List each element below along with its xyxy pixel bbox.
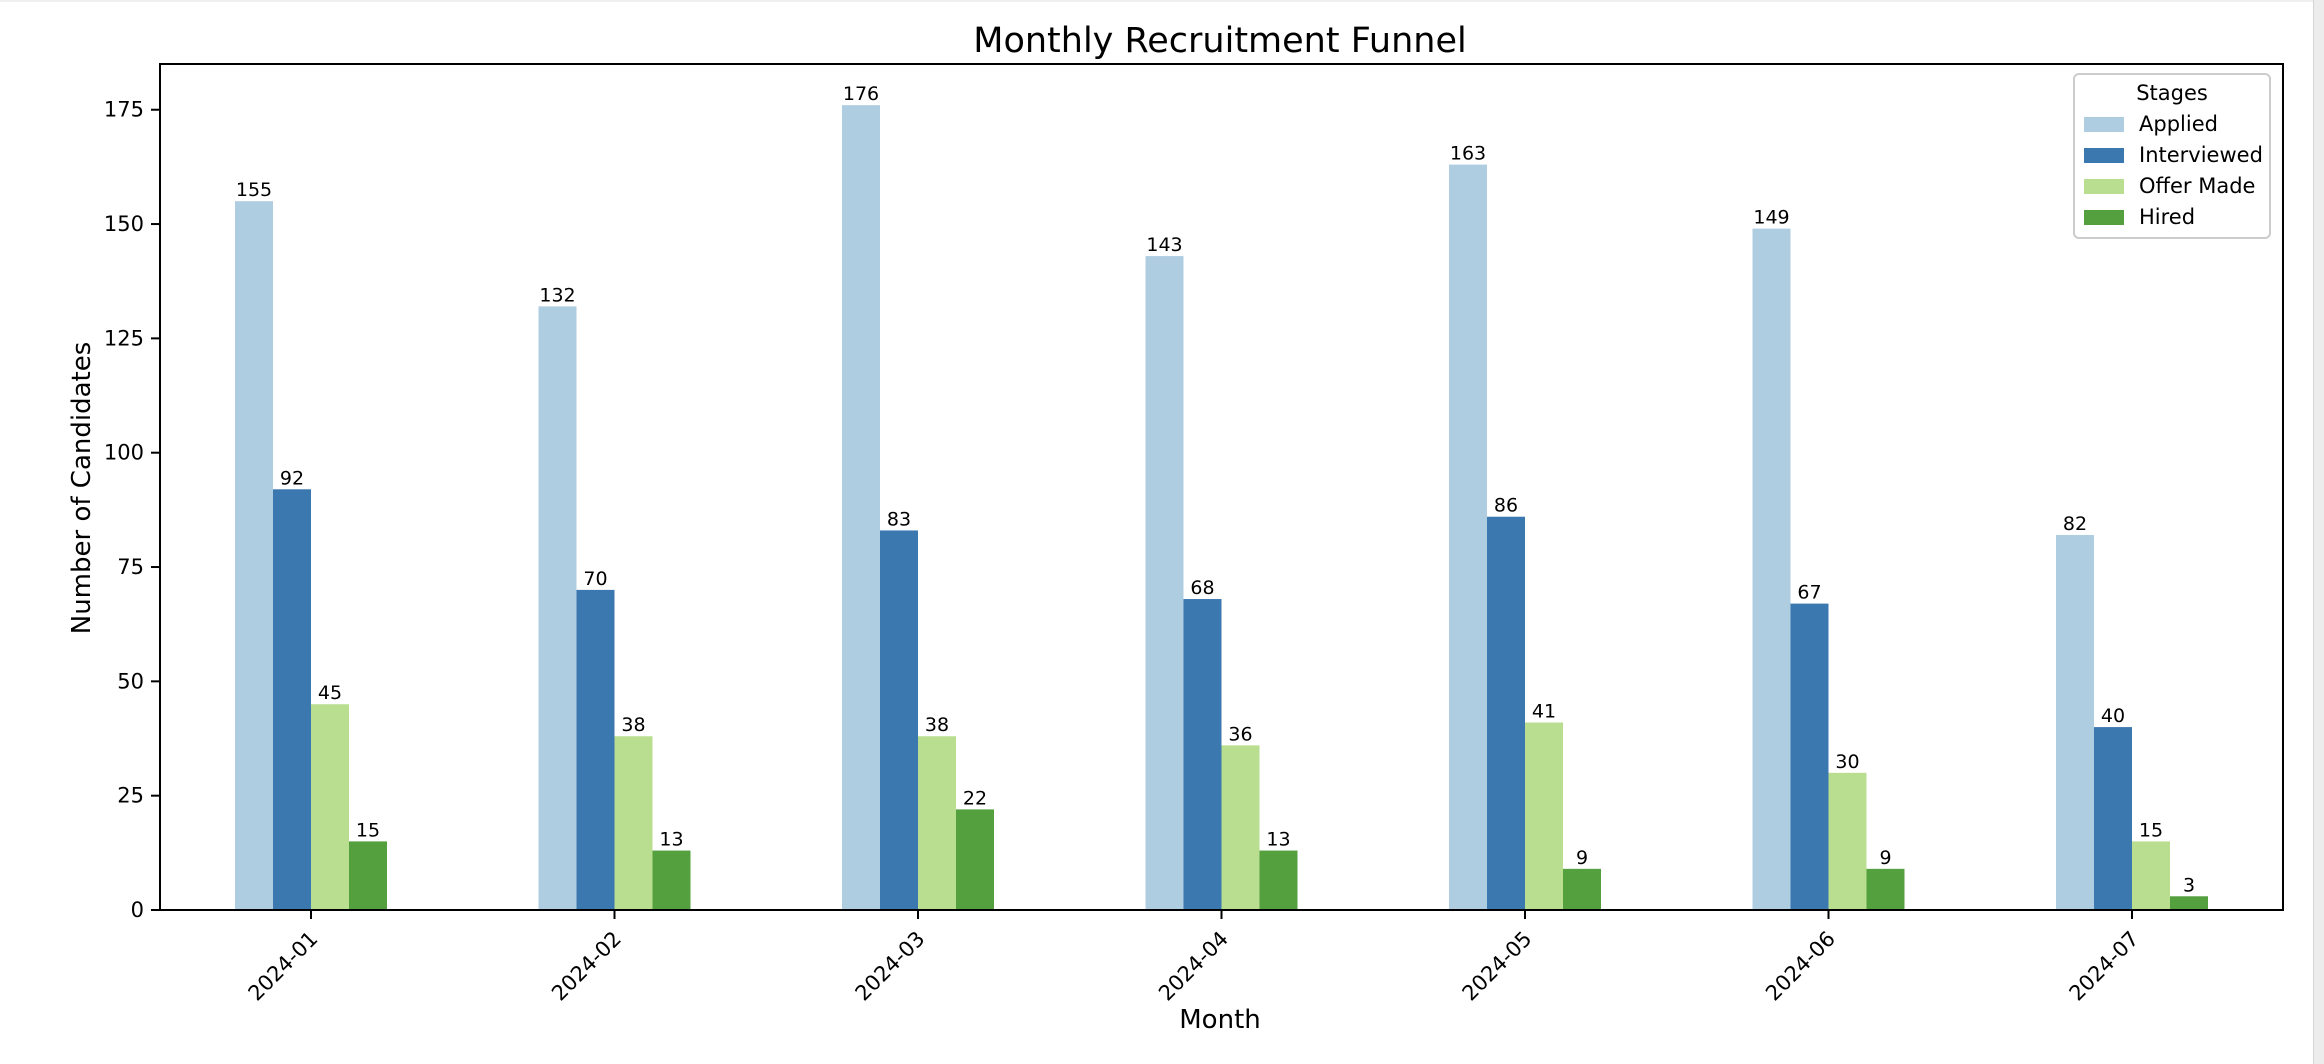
legend-swatch <box>2084 148 2124 163</box>
bar-hired-2024-05 <box>1563 868 1601 910</box>
data-label: 149 <box>1753 207 1789 229</box>
data-label: 13 <box>659 829 683 851</box>
data-label: 143 <box>1146 234 1182 256</box>
bar-applied-2024-01 <box>235 201 273 910</box>
legend-swatch <box>2084 210 2124 225</box>
data-label: 36 <box>1228 723 1252 745</box>
data-label: 30 <box>1835 751 1859 773</box>
plot-area: 155 132 176 143 163 149 82 92 70 83 68 86 67 40 45 38 38… <box>235 83 2208 911</box>
y-tick-label: 150 <box>104 212 144 236</box>
data-label: 38 <box>621 714 645 736</box>
bar-hired-2024-07 <box>2170 896 2208 910</box>
data-label: 45 <box>318 682 342 704</box>
bar-offer-made-2024-04 <box>1221 745 1260 910</box>
data-label: 13 <box>1266 829 1290 851</box>
x-tick-label: 2024-07 <box>2065 927 2144 1006</box>
data-label: 41 <box>1532 701 1556 723</box>
legend-entry: Offer Made <box>2139 174 2255 198</box>
data-label: 155 <box>236 179 272 201</box>
y-axis: 0 25 50 75 100 125 150 175 <box>104 98 160 922</box>
bar-hired-2024-01 <box>349 841 387 910</box>
bar-hired-2024-06 <box>1866 868 1905 910</box>
bar-applied-2024-03 <box>842 105 880 911</box>
bar-applied-2024-04 <box>1145 256 1184 911</box>
data-label: 176 <box>843 83 879 105</box>
legend-entry: Hired <box>2139 205 2195 229</box>
legend-entry: Interviewed <box>2139 143 2263 167</box>
bar-offer-made-2024-02 <box>614 736 653 910</box>
bar-applied-2024-07 <box>2056 535 2094 910</box>
data-label: 68 <box>1190 577 1214 599</box>
data-label: 22 <box>963 787 987 809</box>
x-tick-label: 2024-01 <box>244 927 323 1006</box>
bar-interviewed-2024-01 <box>273 489 311 910</box>
y-tick-label: 75 <box>117 555 144 579</box>
x-tick-label: 2024-05 <box>1458 927 1537 1006</box>
bar-offer-made-2024-07 <box>2132 841 2170 910</box>
legend-swatch <box>2084 117 2124 132</box>
data-label: 3 <box>2183 874 2195 896</box>
data-label: 9 <box>1879 847 1891 869</box>
bar-interviewed-2024-03 <box>880 530 918 910</box>
bar-offer-made-2024-01 <box>311 704 349 910</box>
legend-entry: Applied <box>2139 112 2218 136</box>
bar-offer-made-2024-06 <box>1828 772 1867 910</box>
bar-hired-2024-02 <box>652 850 691 910</box>
y-tick-label: 175 <box>104 98 144 122</box>
legend-swatch <box>2084 179 2124 194</box>
window-scrollbar[interactable] <box>2313 0 2324 1064</box>
data-label: 82 <box>2063 513 2087 535</box>
x-tick-label: 2024-04 <box>1154 927 1233 1006</box>
window-top-edge <box>0 0 2313 2</box>
bar-offer-made-2024-03 <box>918 736 956 910</box>
data-label: 67 <box>1797 582 1821 604</box>
x-tick-label: 2024-03 <box>851 927 930 1006</box>
legend-title: Stages <box>2136 81 2208 105</box>
bar-interviewed-2024-02 <box>576 589 615 910</box>
bar-offer-made-2024-05 <box>1525 722 1563 910</box>
y-tick-label: 50 <box>117 669 144 693</box>
bar-applied-2024-06 <box>1752 228 1791 911</box>
y-tick-label: 0 <box>131 898 144 922</box>
data-label: 70 <box>583 568 607 590</box>
y-tick-label: 125 <box>104 326 144 350</box>
legend: Stages Applied Interviewed Offer Made Hired <box>2073 73 2271 239</box>
data-label: 40 <box>2101 705 2125 727</box>
data-label: 132 <box>539 284 575 306</box>
legend-box <box>2073 73 2271 239</box>
bar-applied-2024-02 <box>538 306 577 910</box>
x-axis-label: Month <box>1179 1005 1261 1035</box>
data-label: 83 <box>887 508 911 530</box>
data-label: 163 <box>1450 143 1486 165</box>
data-label: 38 <box>925 714 949 736</box>
x-tick-label: 2024-06 <box>1761 927 1840 1006</box>
data-label: 15 <box>356 819 380 841</box>
x-axis: 2024-01 2024-02 2024-03 2024-04 2024-05 2024-… <box>244 910 2144 1006</box>
data-label: 92 <box>280 467 304 489</box>
bar-interviewed-2024-07 <box>2094 727 2132 910</box>
bar-interviewed-2024-04 <box>1183 599 1222 910</box>
x-tick-label: 2024-02 <box>547 927 626 1006</box>
data-label: 86 <box>1494 495 1518 517</box>
y-axis-label: Number of Candidates <box>67 342 97 635</box>
y-tick-label: 25 <box>117 784 144 808</box>
y-tick-label: 100 <box>104 441 144 465</box>
bar-interviewed-2024-05 <box>1487 516 1525 910</box>
chart-title: Monthly Recruitment Funnel <box>973 21 1467 61</box>
bar-hired-2024-04 <box>1259 850 1298 910</box>
data-label: 15 <box>2139 819 2163 841</box>
data-label: 9 <box>1576 847 1588 869</box>
bar-interviewed-2024-06 <box>1790 603 1829 910</box>
bar-hired-2024-03 <box>956 809 994 910</box>
bar-applied-2024-05 <box>1449 164 1487 910</box>
